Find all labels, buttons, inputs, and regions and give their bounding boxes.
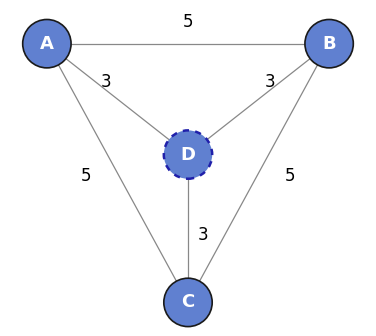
Text: B: B [322,35,336,53]
Text: D: D [180,145,196,164]
Text: C: C [181,293,195,311]
Circle shape [164,278,212,327]
Text: 5: 5 [183,13,193,31]
Text: 5: 5 [80,167,91,185]
Circle shape [23,19,71,68]
Text: 3: 3 [198,226,208,244]
Text: 5: 5 [285,167,296,185]
Text: 3: 3 [265,73,276,91]
Circle shape [164,130,212,179]
Text: A: A [40,35,54,53]
Circle shape [305,19,353,68]
Text: 3: 3 [100,73,111,91]
